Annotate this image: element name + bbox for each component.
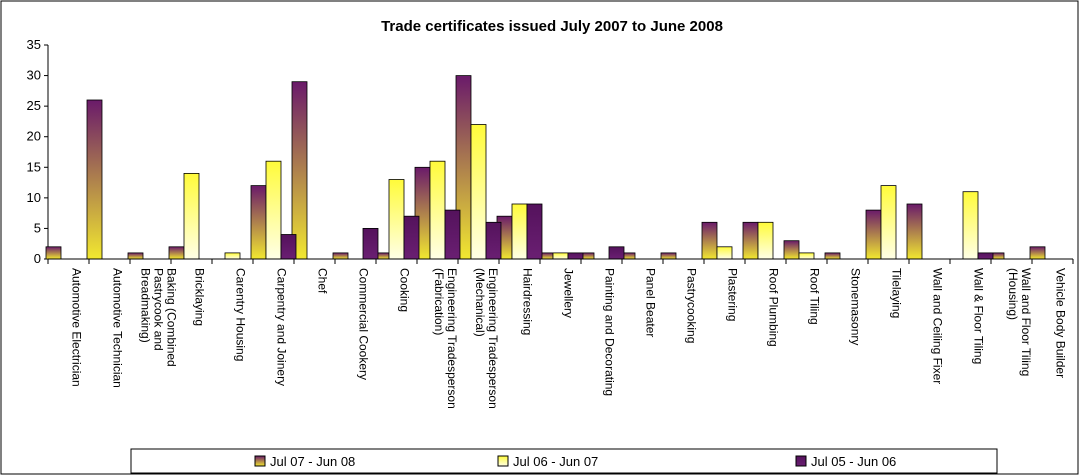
x-tick-label: Carpentry and Joinery (275, 268, 289, 386)
x-tick-label: Wall and Floor Tiling(Housing) (1006, 268, 1033, 376)
bar-series1-8 (388, 179, 405, 260)
bar-series2-22 (977, 252, 994, 260)
x-tick-label: Plastering (726, 268, 740, 321)
bar-series2-13 (608, 246, 625, 260)
legend-swatch-1 (497, 455, 509, 467)
x-tick-label: Painting and Decorating (603, 268, 617, 396)
x-tick-label: Tilelaying (890, 268, 904, 318)
bar-series0-7 (332, 252, 349, 260)
bar-series1-5 (265, 160, 282, 260)
bar-series0-1 (86, 99, 103, 260)
bar-series0-16 (701, 221, 718, 260)
x-tick-label: Engineering Tradesperson(Mechanical) (473, 268, 500, 409)
bar-series0-21 (906, 203, 923, 260)
legend-swatch-2 (795, 455, 807, 467)
x-tick-label: Engineering Tradesperson(Fabrication) (432, 268, 459, 409)
y-tick-label: 20 (27, 129, 41, 144)
bar-series1-20 (880, 185, 897, 260)
x-tick-label: Wall & Floor Tiling (972, 268, 986, 364)
bar-series0-15 (660, 252, 677, 260)
x-tick-label: Chef (316, 268, 330, 294)
bar-series0-0 (45, 246, 62, 260)
x-axis: Automotive Electrician Automotive Technic… (47, 258, 1074, 409)
x-tick-label: Baking (CombinedPastrycook andBreadmakin… (139, 268, 179, 367)
bar-series0-20 (865, 209, 882, 260)
legend-label-0: Jul 07 - Jun 08 (270, 454, 355, 469)
x-tick-label: Vehicle Body Builder (1054, 268, 1068, 378)
bar-series0-18 (783, 240, 800, 260)
bar-series1-9 (429, 160, 446, 260)
y-tick-label: 15 (27, 159, 41, 174)
bar-series0-5 (250, 185, 267, 260)
legend: Jul 07 - Jun 08 Jul 06 - Jun 07 Jul 05 -… (130, 448, 998, 474)
bar-series1-22 (962, 191, 979, 260)
bar-series0-17 (742, 221, 759, 260)
y-tick-label: 35 (27, 37, 41, 52)
x-tick-label: Bricklaying (193, 268, 207, 326)
legend-box (130, 448, 998, 474)
legend-item-2: Jul 05 - Jun 06 (795, 454, 896, 469)
bar-series1-11 (511, 203, 528, 260)
x-tick-label: Panel Beater (644, 268, 658, 337)
bar-series2-7 (362, 227, 379, 260)
bar-series2-12 (567, 252, 584, 260)
x-tick-label: Jewellery (562, 268, 576, 318)
y-tick-label: 0 (34, 251, 41, 266)
bar-series1-18 (798, 252, 815, 260)
bar-series1-4 (224, 252, 241, 260)
bars (45, 75, 1046, 260)
bar-series1-3 (183, 172, 200, 260)
x-tick-label: Carentry Housing (234, 268, 248, 361)
x-tick-label: Automotive Technician (111, 268, 125, 388)
bar-series1-10 (470, 124, 487, 260)
x-tick-label: Roof Plumbing (767, 268, 781, 347)
legend-label-1: Jul 06 - Jun 07 (513, 454, 598, 469)
bar-series2-10 (485, 221, 502, 260)
legend-item-1: Jul 06 - Jun 07 (497, 454, 598, 469)
y-axis: 0 5 10 15 20 25 30 35 (27, 37, 49, 266)
legend-item-0: Jul 07 - Jun 08 (254, 454, 355, 469)
legend-label-2: Jul 05 - Jun 06 (811, 454, 896, 469)
y-tick-label: 10 (27, 190, 41, 205)
bar-series2-11 (526, 203, 543, 260)
chart-title: Trade certificates issued July 2007 to J… (381, 18, 723, 35)
bar-series2-5 (280, 234, 297, 260)
legend-swatch-0 (254, 455, 266, 467)
x-tick-label: Stonemasonry (849, 268, 863, 345)
bar-series2-8 (403, 215, 420, 260)
x-tick-label: Roof Tiling (808, 268, 822, 325)
bar-series0-24 (1029, 246, 1046, 260)
x-tick-label: Pastrycooking (685, 268, 699, 343)
x-tick-label: Cooking (398, 268, 412, 312)
y-tick-label: 5 (34, 220, 41, 235)
bar-series0-6 (291, 81, 308, 260)
bar-series1-16 (716, 246, 733, 260)
bar-series0-19 (824, 252, 841, 260)
x-tick-label: Hairdressing (521, 268, 535, 335)
bar-series2-9 (444, 209, 461, 260)
bar-series1-17 (757, 221, 774, 260)
bar-series1-12 (552, 252, 569, 260)
bar-series0-3 (168, 246, 185, 260)
x-tick-label: Wall and Ceiling Fixer (931, 268, 945, 384)
bar-series0-2 (127, 252, 144, 260)
x-tick-label: Commercial Cookery (357, 268, 371, 380)
x-tick-label: Automotive Electrician (70, 268, 84, 387)
y-tick-label: 25 (27, 98, 41, 113)
y-tick-label: 30 (27, 68, 41, 83)
